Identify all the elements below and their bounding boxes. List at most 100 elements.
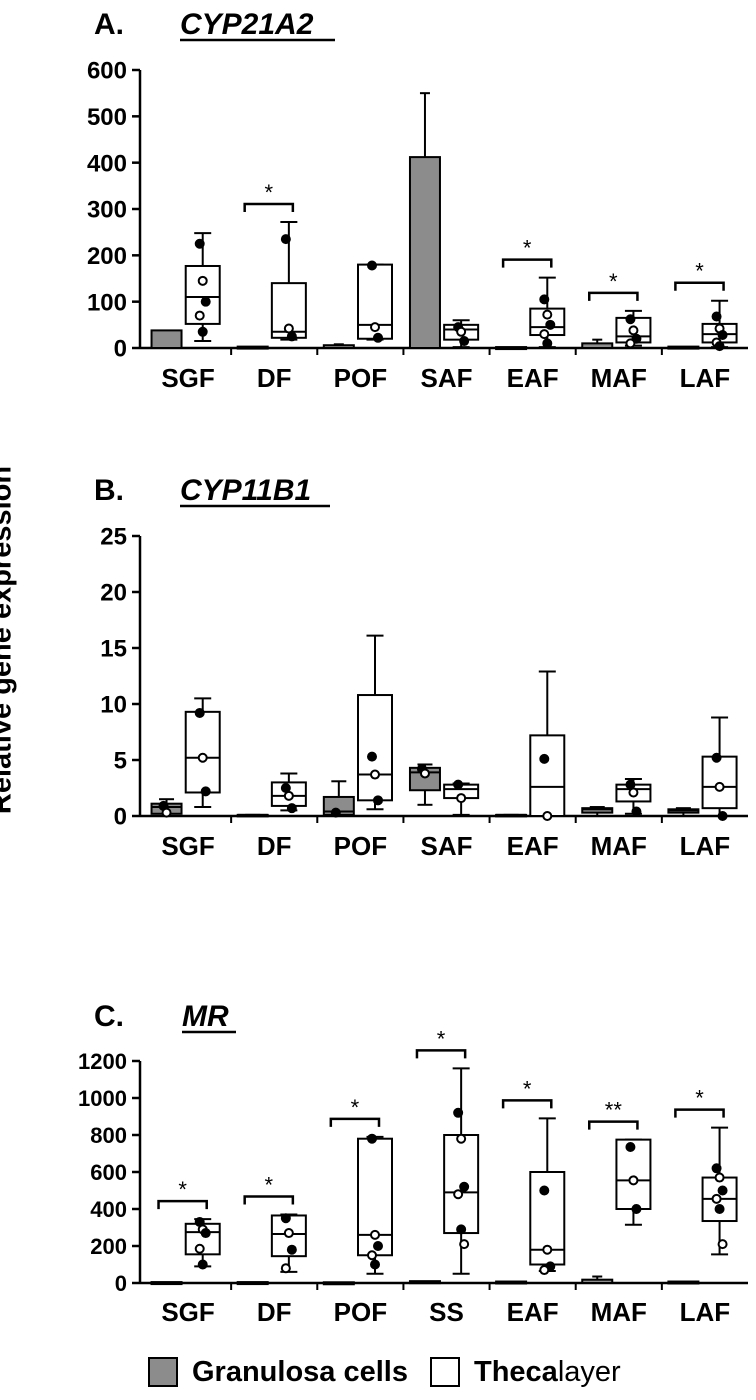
y-axis-label: Relative gene expression <box>0 465 18 815</box>
theca-box-point <box>539 753 550 764</box>
granulosa-bar <box>322 1281 355 1286</box>
significance-bracket <box>674 1108 725 1118</box>
theca-box <box>701 1126 738 1256</box>
granulosa-box <box>322 780 355 818</box>
theca-box-point <box>373 1241 384 1251</box>
legend-label-theca: Theca <box>474 1355 558 1388</box>
theca-box-point <box>453 779 464 790</box>
theca-box-point <box>456 1133 467 1144</box>
theca-box-point <box>453 1107 464 1118</box>
significance-marker: * <box>178 1177 187 1202</box>
significance-bracket <box>157 1199 208 1210</box>
y-tick-label: 400 <box>90 1197 127 1222</box>
granulosa-box <box>408 763 441 806</box>
theca-box-point <box>367 751 378 762</box>
granulosa-bar <box>667 345 700 350</box>
category-label: DF <box>257 831 292 861</box>
granulosa-bar <box>408 1280 441 1285</box>
granulosa-bar <box>408 92 441 349</box>
y-tick-label: 25 <box>100 524 127 551</box>
granulosa-bar <box>322 344 355 350</box>
theca-box-point <box>283 323 294 334</box>
theca-box-point <box>539 294 550 305</box>
theca-box-point <box>628 787 639 798</box>
granulosa-bar <box>150 1281 183 1286</box>
theca-box-point <box>542 1244 553 1255</box>
theca-box <box>357 1133 394 1275</box>
theca-box-point <box>373 332 384 343</box>
theca-box-point <box>714 781 725 792</box>
theca-box-point <box>370 769 381 780</box>
theca-box-point <box>542 811 553 821</box>
theca-box-box <box>615 1138 652 1210</box>
significance-bracket <box>415 1049 467 1059</box>
category-label: EAF <box>507 1297 559 1327</box>
y-tick-label: 500 <box>87 104 127 131</box>
granulosa-bar <box>495 346 528 351</box>
theca-box-point <box>197 275 208 286</box>
granulosa-box <box>495 813 528 818</box>
theca-box-point <box>631 806 642 817</box>
theca-box-point <box>197 752 208 763</box>
significance-bracket <box>501 258 553 268</box>
theca-box-box <box>184 710 221 794</box>
y-tick-label: 200 <box>90 1234 127 1259</box>
granulosa-box <box>667 807 700 817</box>
category-label: MAF <box>591 1297 647 1327</box>
theca-box-point <box>194 238 205 249</box>
y-tick-label: 0 <box>115 1271 127 1296</box>
theca-box-point <box>459 1181 470 1192</box>
theca-box <box>357 634 394 811</box>
granulosa-box <box>581 806 614 817</box>
significance-bracket <box>243 202 295 212</box>
theca-box <box>184 1216 221 1270</box>
theca-box <box>443 1067 480 1275</box>
theca-box-point <box>280 1263 291 1274</box>
category-label: POF <box>334 363 387 393</box>
theca-box-point <box>456 793 467 804</box>
theca-box <box>615 1138 652 1226</box>
significance-bracket <box>588 1120 639 1130</box>
category-label: POF <box>334 831 387 861</box>
significance-marker: ** <box>605 1098 623 1123</box>
significance-marker: * <box>523 1076 532 1101</box>
y-tick-label: 200 <box>87 243 127 270</box>
theca-box-point <box>459 336 470 347</box>
theca-box-point <box>542 338 553 349</box>
y-tick-label: 100 <box>87 289 127 316</box>
theca-box-point <box>280 783 291 793</box>
theca-box-point <box>200 786 211 797</box>
theca-box-point <box>711 1193 722 1204</box>
theca-box-point <box>197 1259 208 1270</box>
category-label: DF <box>257 1297 292 1327</box>
category-label: MAF <box>591 831 647 861</box>
theca-box <box>615 309 652 349</box>
theca-box-point <box>280 1213 291 1224</box>
theca-box-point <box>717 811 728 821</box>
significance-marker: * <box>523 236 532 261</box>
category-label: POF <box>334 1297 387 1327</box>
theca-box-point <box>453 1189 464 1200</box>
granulosa-bar <box>408 1280 441 1285</box>
theca-box-point <box>283 1228 294 1239</box>
theca-box-point <box>373 795 384 806</box>
theca-box-point <box>459 1239 470 1250</box>
legend-label-theca-rest: layer <box>557 1355 621 1388</box>
category-label: MAF <box>591 363 647 393</box>
granulosa-swatch <box>148 1357 178 1387</box>
category-label: LAF <box>680 1297 731 1327</box>
theca-box-point <box>370 322 381 333</box>
y-tick-label: 400 <box>87 150 127 177</box>
granulosa-bar <box>322 343 355 350</box>
category-label: SGF <box>161 831 214 861</box>
panel-letter: A. <box>94 8 124 41</box>
theca-box-box <box>357 694 394 802</box>
legend-label-granulosa: Granulosa cells <box>192 1355 408 1388</box>
theca-box-point <box>628 325 639 336</box>
category-label: SAF <box>421 363 473 393</box>
legend-item-granulosa: Granulosa cells <box>148 1356 408 1389</box>
theca-box-point <box>200 1228 211 1239</box>
theca-box-point <box>286 1244 297 1255</box>
significance-marker: * <box>695 1086 704 1111</box>
